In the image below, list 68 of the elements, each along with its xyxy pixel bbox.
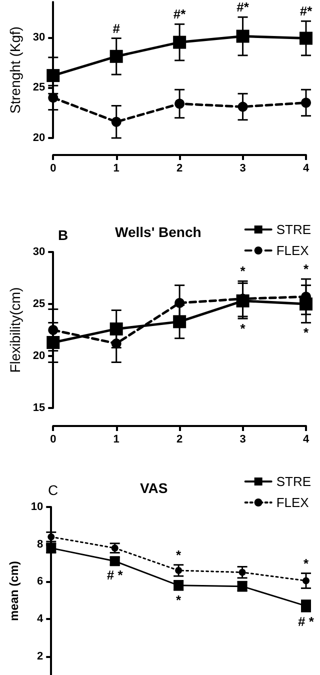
point	[173, 315, 186, 328]
y-tick-label: 25	[32, 82, 46, 94]
annotation: # *	[298, 614, 315, 630]
legend-label: FLEX	[276, 243, 310, 258]
point	[110, 556, 120, 566]
annotation: *	[176, 592, 182, 608]
point	[46, 336, 60, 349]
y-tick-label: 4	[37, 613, 44, 625]
x-tick-label: 2	[176, 162, 183, 174]
y-tick-label: 6	[37, 576, 44, 588]
point	[48, 325, 58, 335]
point	[300, 32, 312, 45]
x-tick-label: 0	[50, 162, 56, 174]
x-tick-label: 4	[302, 162, 310, 174]
y-tick-label: 10	[30, 501, 44, 513]
y-tick-label: 20	[32, 350, 46, 362]
point	[110, 50, 123, 63]
annotation: # *	[106, 567, 124, 582]
y-tick-label: 30	[32, 31, 46, 44]
x-tick-label: 3	[240, 162, 246, 174]
point	[238, 568, 246, 576]
point	[238, 102, 248, 112]
annotation: *	[240, 321, 246, 336]
legend-label: FLEX	[276, 495, 310, 510]
point	[301, 98, 311, 108]
x-tick-label: 0	[50, 434, 56, 446]
text: B	[58, 227, 68, 243]
point	[173, 36, 186, 49]
point	[302, 577, 310, 584]
y-tick-label: 8	[37, 538, 44, 550]
point	[110, 322, 123, 336]
point	[111, 338, 122, 349]
annotation: #	[112, 20, 121, 36]
y-tick-label: 20	[32, 132, 46, 144]
annotation: *	[176, 547, 182, 562]
legend-label: STRE	[276, 474, 312, 489]
y-axis-title: mean (cm)	[7, 560, 21, 622]
x-tick-label: 2	[176, 434, 183, 446]
annotation: #*	[300, 4, 314, 19]
annotation: *	[240, 264, 246, 279]
y-axis-title: Strenght (Kgf)	[7, 26, 23, 114]
point	[174, 298, 185, 308]
x-tick-label: 1	[113, 162, 120, 174]
point	[46, 69, 60, 82]
point	[111, 544, 118, 552]
point	[48, 92, 58, 103]
point	[236, 30, 250, 43]
x-tick-label: 4	[302, 434, 310, 446]
point	[175, 566, 182, 574]
y-tick-label: 25	[32, 298, 46, 310]
x-tick-label: 3	[240, 434, 246, 446]
y-tick-label: 15	[32, 402, 46, 414]
annotation: *	[303, 262, 310, 277]
text: C	[48, 482, 58, 498]
y-axis-title: Flexibility(cm)	[7, 287, 23, 373]
annotation: #*	[236, 0, 250, 15]
chart-title: Wells' Bench	[115, 224, 202, 240]
annotation: *	[303, 556, 310, 571]
y-tick-label: 30	[32, 246, 46, 258]
legend-label: STRE	[276, 222, 312, 237]
x-tick-label: 1	[113, 434, 120, 446]
annotation: *	[303, 325, 310, 340]
y-tick-label: 2	[37, 650, 44, 662]
point	[111, 116, 122, 127]
chart-title: VAS	[140, 480, 168, 496]
annotation: #*	[173, 6, 187, 22]
point	[46, 543, 56, 554]
point	[174, 98, 185, 109]
